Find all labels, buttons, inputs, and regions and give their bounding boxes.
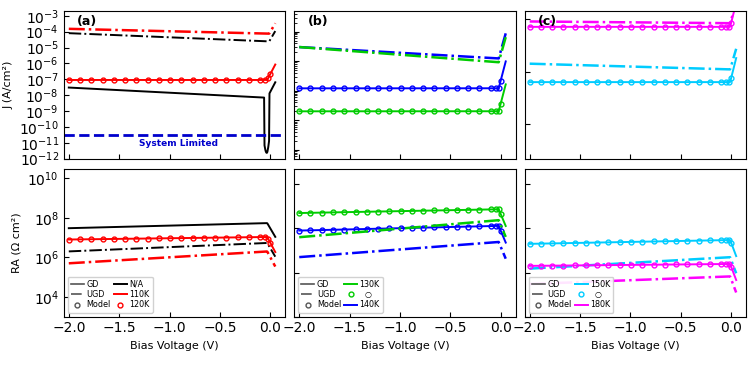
X-axis label: Bias Voltage (V): Bias Voltage (V) bbox=[361, 341, 449, 351]
Y-axis label: RA (Ω cm²): RA (Ω cm²) bbox=[12, 212, 22, 273]
Legend: GD, UGD, Model, N/A, 110K, 120K: GD, UGD, Model, N/A, 110K, 120K bbox=[68, 277, 152, 313]
X-axis label: Bias Voltage (V): Bias Voltage (V) bbox=[130, 341, 219, 351]
Text: (a): (a) bbox=[77, 15, 98, 29]
Text: (b): (b) bbox=[308, 15, 328, 29]
X-axis label: Bias Voltage (V): Bias Voltage (V) bbox=[591, 341, 680, 351]
Legend: GD, UGD, Model, 130K,   ○, 140K: GD, UGD, Model, 130K, ○, 140K bbox=[298, 277, 383, 313]
Text: System Limited: System Limited bbox=[140, 139, 218, 147]
Text: (c): (c) bbox=[538, 15, 557, 29]
Legend: GD, UGD, Model, 150K,   ○, 180K: GD, UGD, Model, 150K, ○, 180K bbox=[529, 277, 614, 313]
Y-axis label: J (A/cm²): J (A/cm²) bbox=[4, 61, 13, 109]
